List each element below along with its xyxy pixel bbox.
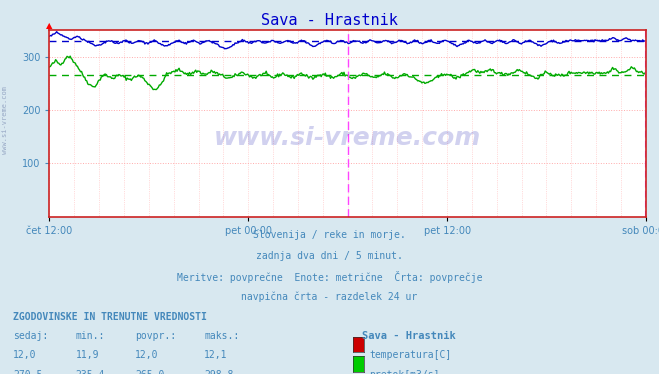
Text: 265,0: 265,0 <box>135 370 165 374</box>
Text: 235,4: 235,4 <box>76 370 105 374</box>
Text: 12,1: 12,1 <box>204 350 228 361</box>
Text: povpr.:: povpr.: <box>135 331 176 341</box>
Text: ▲: ▲ <box>46 21 53 30</box>
Text: Sava - Hrastnik: Sava - Hrastnik <box>362 331 456 341</box>
Text: min.:: min.: <box>76 331 105 341</box>
Text: ZGODOVINSKE IN TRENUTNE VREDNOSTI: ZGODOVINSKE IN TRENUTNE VREDNOSTI <box>13 312 207 322</box>
Text: 298,8: 298,8 <box>204 370 234 374</box>
Text: sedaj:: sedaj: <box>13 331 48 341</box>
Text: temperatura[C]: temperatura[C] <box>369 350 451 361</box>
Text: Meritve: povprečne  Enote: metrične  Črta: povprečje: Meritve: povprečne Enote: metrične Črta:… <box>177 271 482 283</box>
Text: Slovenija / reke in morje.: Slovenija / reke in morje. <box>253 230 406 240</box>
Text: 12,0: 12,0 <box>13 350 37 361</box>
Text: 12,0: 12,0 <box>135 350 159 361</box>
Text: pretok[m3/s]: pretok[m3/s] <box>369 370 440 374</box>
Text: 11,9: 11,9 <box>76 350 100 361</box>
Text: 270,5: 270,5 <box>13 370 43 374</box>
Text: Sava - Hrastnik: Sava - Hrastnik <box>261 13 398 28</box>
Text: www.si-vreme.com: www.si-vreme.com <box>214 126 481 150</box>
Text: www.si-vreme.com: www.si-vreme.com <box>2 86 9 154</box>
Text: maks.:: maks.: <box>204 331 239 341</box>
Text: navpična črta - razdelek 24 ur: navpična črta - razdelek 24 ur <box>241 292 418 302</box>
Text: zadnja dva dni / 5 minut.: zadnja dva dni / 5 minut. <box>256 251 403 261</box>
